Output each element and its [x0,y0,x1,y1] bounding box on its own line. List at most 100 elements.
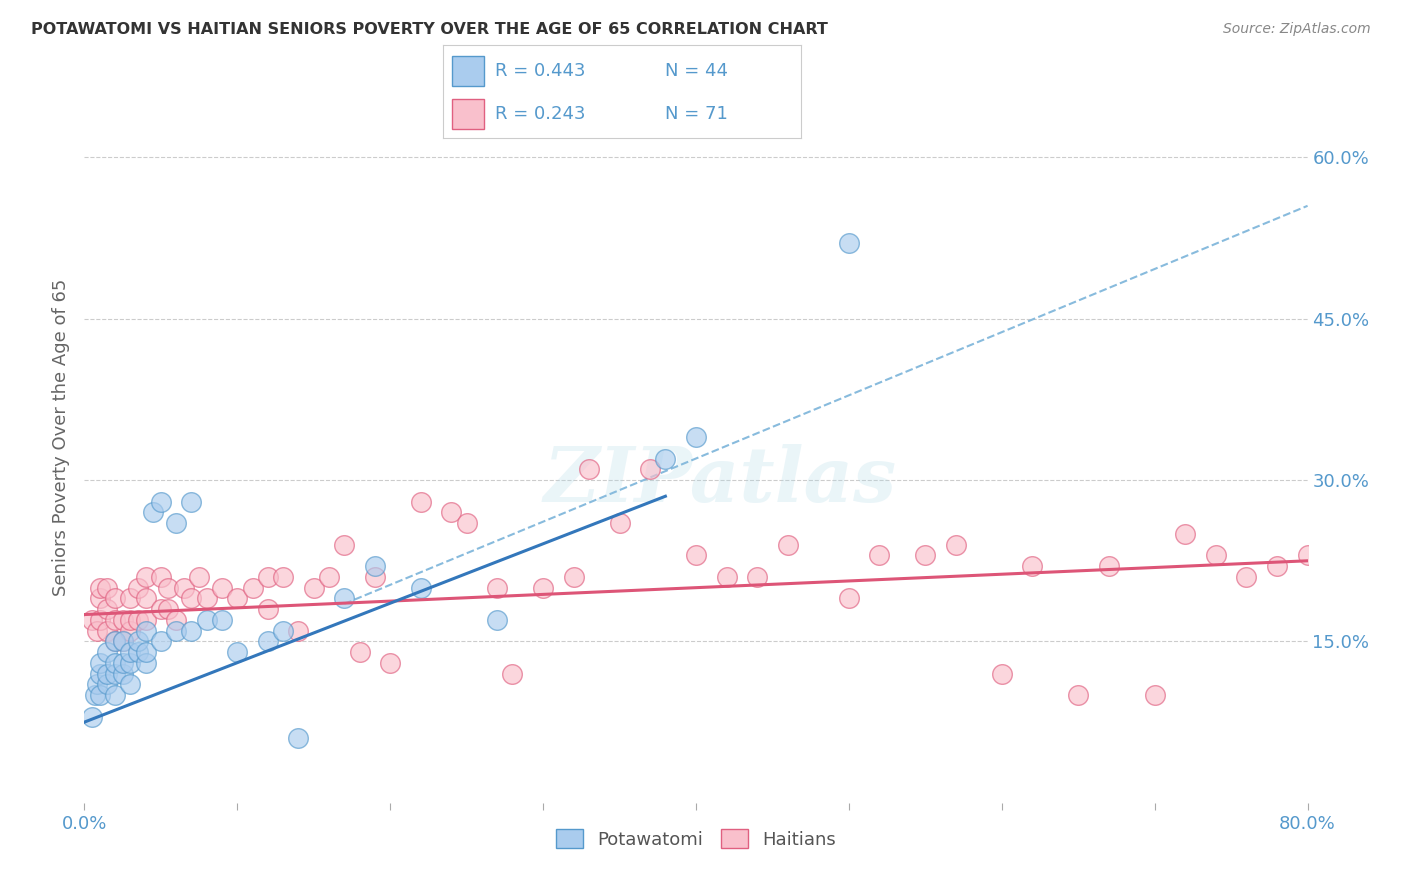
Point [562,570,585,584]
Point [685,430,707,444]
Point [157,602,180,616]
Point [135,570,157,584]
Text: R = 0.243: R = 0.243 [495,105,585,123]
Point [89,613,111,627]
Point [80,710,103,724]
Point [157,581,180,595]
Point [380,656,402,670]
Point [149,602,172,616]
Point [149,634,172,648]
Point [120,656,142,670]
Point [440,505,463,519]
Point [120,677,142,691]
Point [120,624,142,638]
Point [945,538,967,552]
Point [914,549,936,563]
Point [211,613,233,627]
Point [104,666,127,681]
Point [135,645,157,659]
Point [195,613,218,627]
Point [1296,549,1319,563]
Point [1067,688,1090,702]
Point [242,581,264,595]
Point [685,549,707,563]
Point [89,591,111,606]
Point [1143,688,1166,702]
Point [287,731,309,746]
Point [257,634,280,648]
Point [149,570,172,584]
Point [609,516,631,530]
Point [96,581,118,595]
Point [120,645,142,659]
Point [991,666,1014,681]
Point [1021,559,1043,574]
Point [104,656,127,670]
Point [456,516,478,530]
Text: N = 71: N = 71 [665,105,728,123]
Point [188,570,211,584]
Point [104,634,127,648]
Point [180,591,202,606]
Point [1236,570,1258,584]
Point [502,666,524,681]
Point [89,688,111,702]
Point [111,666,134,681]
Point [578,462,600,476]
Point [104,688,127,702]
Point [142,505,165,519]
Point [318,570,340,584]
Point [96,645,118,659]
Bar [451,56,484,86]
Point [364,570,387,584]
Point [135,613,157,627]
Point [104,634,127,648]
Point [1174,527,1197,541]
Point [89,656,111,670]
Point [838,236,860,251]
Point [716,570,738,584]
Point [257,602,280,616]
Point [111,634,134,648]
Y-axis label: Seniors Poverty Over the Age of 65: Seniors Poverty Over the Age of 65 [52,278,70,596]
Point [165,516,187,530]
Point [271,624,294,638]
Point [135,624,157,638]
Text: POTAWATOMI VS HAITIAN SENIORS POVERTY OVER THE AGE OF 65 CORRELATION CHART: POTAWATOMI VS HAITIAN SENIORS POVERTY OV… [31,22,828,37]
Point [173,581,195,595]
Point [165,624,187,638]
Point [531,581,554,595]
Point [271,570,294,584]
Point [226,645,249,659]
Point [127,613,149,627]
Point [486,613,509,627]
Point [84,688,107,702]
Point [120,591,142,606]
Text: N = 44: N = 44 [665,62,728,79]
Point [302,581,325,595]
Point [104,613,127,627]
Point [195,591,218,606]
Point [135,656,157,670]
Point [409,581,432,595]
Legend: Potawatomi, Haitians: Potawatomi, Haitians [548,822,844,856]
Point [135,591,157,606]
Point [1205,549,1227,563]
Point [86,677,108,691]
Text: ZIPatlas: ZIPatlas [544,444,897,518]
Point [86,624,108,638]
Point [96,666,118,681]
Point [638,462,661,476]
Point [287,624,309,638]
Point [165,613,187,627]
Point [211,581,233,595]
Point [96,624,118,638]
Point [127,581,149,595]
Point [96,677,118,691]
Point [89,581,111,595]
Bar [451,99,484,129]
Point [257,570,280,584]
Text: R = 0.443: R = 0.443 [495,62,585,79]
Point [486,581,509,595]
Point [111,613,134,627]
